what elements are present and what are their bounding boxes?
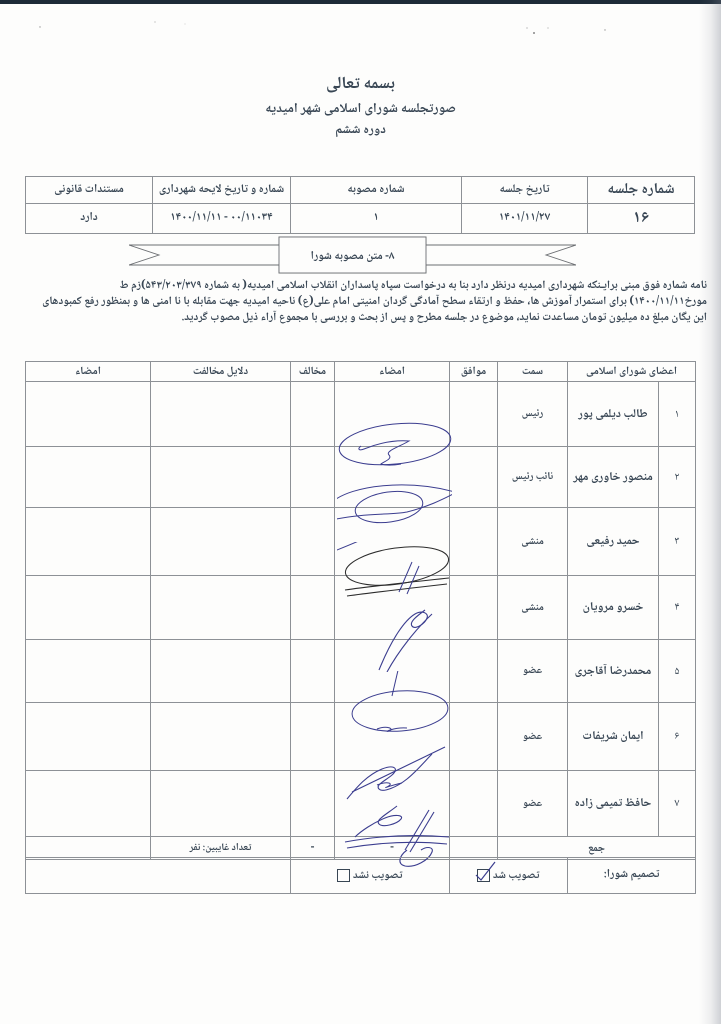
svg-text:۸- متن مصوبه شورا: ۸- متن مصوبه شورا xyxy=(311,248,395,267)
